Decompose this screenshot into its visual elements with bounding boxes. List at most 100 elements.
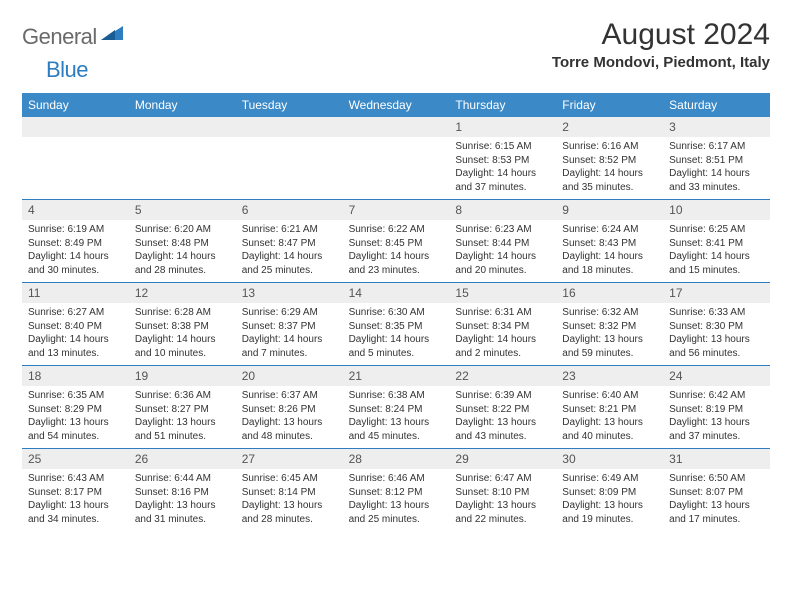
day-body (236, 137, 343, 144)
daylight-text: Daylight: 14 hours and 28 minutes. (135, 250, 230, 277)
day-body: Sunrise: 6:21 AMSunset: 8:47 PMDaylight:… (236, 220, 343, 281)
day-body (129, 137, 236, 144)
logo-text-blue: Blue (46, 57, 88, 82)
sunrise-text: Sunrise: 6:38 AM (349, 389, 444, 403)
daylight-text: Daylight: 13 hours and 54 minutes. (28, 416, 123, 443)
day-cell: 4Sunrise: 6:19 AMSunset: 8:49 PMDaylight… (22, 200, 129, 282)
sunset-text: Sunset: 8:07 PM (669, 486, 764, 500)
sunrise-text: Sunrise: 6:21 AM (242, 223, 337, 237)
day-number: 15 (449, 283, 556, 303)
day-body: Sunrise: 6:20 AMSunset: 8:48 PMDaylight:… (129, 220, 236, 281)
sunrise-text: Sunrise: 6:37 AM (242, 389, 337, 403)
day-cell: 19Sunrise: 6:36 AMSunset: 8:27 PMDayligh… (129, 366, 236, 448)
day-body: Sunrise: 6:44 AMSunset: 8:16 PMDaylight:… (129, 469, 236, 530)
day-body: Sunrise: 6:29 AMSunset: 8:37 PMDaylight:… (236, 303, 343, 364)
daylight-text: Daylight: 14 hours and 5 minutes. (349, 333, 444, 360)
day-cell: 13Sunrise: 6:29 AMSunset: 8:37 PMDayligh… (236, 283, 343, 365)
sunset-text: Sunset: 8:34 PM (455, 320, 550, 334)
daylight-text: Daylight: 13 hours and 17 minutes. (669, 499, 764, 526)
sunset-text: Sunset: 8:38 PM (135, 320, 230, 334)
day-cell: 23Sunrise: 6:40 AMSunset: 8:21 PMDayligh… (556, 366, 663, 448)
day-number: 5 (129, 200, 236, 220)
day-number: 24 (663, 366, 770, 386)
sunrise-text: Sunrise: 6:17 AM (669, 140, 764, 154)
sunset-text: Sunset: 8:32 PM (562, 320, 657, 334)
sunrise-text: Sunrise: 6:32 AM (562, 306, 657, 320)
weekday-header: Friday (556, 93, 663, 117)
sunrise-text: Sunrise: 6:39 AM (455, 389, 550, 403)
day-number: . (236, 117, 343, 137)
day-number: 16 (556, 283, 663, 303)
week-row: 25Sunrise: 6:43 AMSunset: 8:17 PMDayligh… (22, 449, 770, 531)
day-number: 21 (343, 366, 450, 386)
sunrise-text: Sunrise: 6:45 AM (242, 472, 337, 486)
day-cell: . (343, 117, 450, 199)
day-number: 20 (236, 366, 343, 386)
day-cell: 26Sunrise: 6:44 AMSunset: 8:16 PMDayligh… (129, 449, 236, 531)
calendar-header-row: Sunday Monday Tuesday Wednesday Thursday… (22, 93, 770, 117)
day-body: Sunrise: 6:36 AMSunset: 8:27 PMDaylight:… (129, 386, 236, 447)
sunset-text: Sunset: 8:44 PM (455, 237, 550, 251)
weekday-header: Wednesday (343, 93, 450, 117)
logo-triangle-icon (101, 24, 123, 45)
daylight-text: Daylight: 14 hours and 37 minutes. (455, 167, 550, 194)
sunrise-text: Sunrise: 6:43 AM (28, 472, 123, 486)
daylight-text: Daylight: 14 hours and 23 minutes. (349, 250, 444, 277)
daylight-text: Daylight: 14 hours and 13 minutes. (28, 333, 123, 360)
daylight-text: Daylight: 13 hours and 19 minutes. (562, 499, 657, 526)
day-body: Sunrise: 6:45 AMSunset: 8:14 PMDaylight:… (236, 469, 343, 530)
day-cell: 28Sunrise: 6:46 AMSunset: 8:12 PMDayligh… (343, 449, 450, 531)
day-body: Sunrise: 6:38 AMSunset: 8:24 PMDaylight:… (343, 386, 450, 447)
sunset-text: Sunset: 8:29 PM (28, 403, 123, 417)
day-number: 25 (22, 449, 129, 469)
day-cell: 1Sunrise: 6:15 AMSunset: 8:53 PMDaylight… (449, 117, 556, 199)
sunrise-text: Sunrise: 6:42 AM (669, 389, 764, 403)
day-body (22, 137, 129, 144)
sunrise-text: Sunrise: 6:44 AM (135, 472, 230, 486)
sunrise-text: Sunrise: 6:28 AM (135, 306, 230, 320)
sunrise-text: Sunrise: 6:49 AM (562, 472, 657, 486)
day-cell: 27Sunrise: 6:45 AMSunset: 8:14 PMDayligh… (236, 449, 343, 531)
weekday-header: Tuesday (236, 93, 343, 117)
daylight-text: Daylight: 13 hours and 34 minutes. (28, 499, 123, 526)
sunset-text: Sunset: 8:09 PM (562, 486, 657, 500)
sunset-text: Sunset: 8:17 PM (28, 486, 123, 500)
sunrise-text: Sunrise: 6:25 AM (669, 223, 764, 237)
sunrise-text: Sunrise: 6:20 AM (135, 223, 230, 237)
daylight-text: Daylight: 13 hours and 56 minutes. (669, 333, 764, 360)
day-body: Sunrise: 6:37 AMSunset: 8:26 PMDaylight:… (236, 386, 343, 447)
sunset-text: Sunset: 8:48 PM (135, 237, 230, 251)
day-cell: 22Sunrise: 6:39 AMSunset: 8:22 PMDayligh… (449, 366, 556, 448)
day-body: Sunrise: 6:31 AMSunset: 8:34 PMDaylight:… (449, 303, 556, 364)
daylight-text: Daylight: 13 hours and 28 minutes. (242, 499, 337, 526)
daylight-text: Daylight: 13 hours and 31 minutes. (135, 499, 230, 526)
day-body: Sunrise: 6:28 AMSunset: 8:38 PMDaylight:… (129, 303, 236, 364)
day-cell: 20Sunrise: 6:37 AMSunset: 8:26 PMDayligh… (236, 366, 343, 448)
sunset-text: Sunset: 8:35 PM (349, 320, 444, 334)
day-body: Sunrise: 6:43 AMSunset: 8:17 PMDaylight:… (22, 469, 129, 530)
day-cell: . (22, 117, 129, 199)
logo: General (22, 18, 125, 50)
day-cell: 15Sunrise: 6:31 AMSunset: 8:34 PMDayligh… (449, 283, 556, 365)
day-cell: 21Sunrise: 6:38 AMSunset: 8:24 PMDayligh… (343, 366, 450, 448)
day-body: Sunrise: 6:23 AMSunset: 8:44 PMDaylight:… (449, 220, 556, 281)
day-cell: 7Sunrise: 6:22 AMSunset: 8:45 PMDaylight… (343, 200, 450, 282)
day-number: 10 (663, 200, 770, 220)
day-number: 19 (129, 366, 236, 386)
sunset-text: Sunset: 8:47 PM (242, 237, 337, 251)
day-number: 3 (663, 117, 770, 137)
sunrise-text: Sunrise: 6:27 AM (28, 306, 123, 320)
day-cell: 8Sunrise: 6:23 AMSunset: 8:44 PMDaylight… (449, 200, 556, 282)
day-cell: 18Sunrise: 6:35 AMSunset: 8:29 PMDayligh… (22, 366, 129, 448)
daylight-text: Daylight: 13 hours and 25 minutes. (349, 499, 444, 526)
daylight-text: Daylight: 13 hours and 37 minutes. (669, 416, 764, 443)
day-number: 18 (22, 366, 129, 386)
sunset-text: Sunset: 8:16 PM (135, 486, 230, 500)
day-body: Sunrise: 6:49 AMSunset: 8:09 PMDaylight:… (556, 469, 663, 530)
day-body: Sunrise: 6:16 AMSunset: 8:52 PMDaylight:… (556, 137, 663, 198)
daylight-text: Daylight: 13 hours and 59 minutes. (562, 333, 657, 360)
sunset-text: Sunset: 8:22 PM (455, 403, 550, 417)
day-cell: 25Sunrise: 6:43 AMSunset: 8:17 PMDayligh… (22, 449, 129, 531)
sunset-text: Sunset: 8:26 PM (242, 403, 337, 417)
sunset-text: Sunset: 8:41 PM (669, 237, 764, 251)
